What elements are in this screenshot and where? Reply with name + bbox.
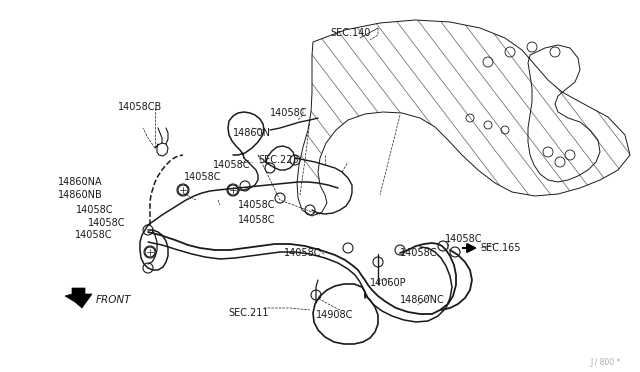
Text: 14058C: 14058C xyxy=(238,215,275,225)
Text: 14058C: 14058C xyxy=(400,248,438,258)
Text: 14058C: 14058C xyxy=(75,230,113,240)
Text: 14058C: 14058C xyxy=(445,234,483,244)
Text: 14860NA: 14860NA xyxy=(58,177,102,187)
Polygon shape xyxy=(65,288,92,308)
Text: 14060P: 14060P xyxy=(370,278,406,288)
Text: 14058C: 14058C xyxy=(238,200,275,210)
Text: 14908C: 14908C xyxy=(316,310,353,320)
Text: 14058C: 14058C xyxy=(284,248,321,258)
Text: 14860N: 14860N xyxy=(233,128,271,138)
Text: SEC.140: SEC.140 xyxy=(330,28,371,38)
Text: 14860NB: 14860NB xyxy=(58,190,103,200)
Text: J / 800 *: J / 800 * xyxy=(590,358,620,367)
Text: SEC.165: SEC.165 xyxy=(480,243,520,253)
Text: 14058C: 14058C xyxy=(88,218,125,228)
Text: 14058C: 14058C xyxy=(184,172,221,182)
Text: 14860NC: 14860NC xyxy=(400,295,445,305)
Text: 14058C: 14058C xyxy=(270,108,307,118)
Text: SEC.223: SEC.223 xyxy=(258,155,299,165)
Text: SEC.211: SEC.211 xyxy=(228,308,269,318)
Text: 14058C: 14058C xyxy=(76,205,113,215)
Text: 14058C: 14058C xyxy=(213,160,250,170)
Text: 14058CB: 14058CB xyxy=(118,102,163,112)
Text: FRONT: FRONT xyxy=(96,295,131,305)
